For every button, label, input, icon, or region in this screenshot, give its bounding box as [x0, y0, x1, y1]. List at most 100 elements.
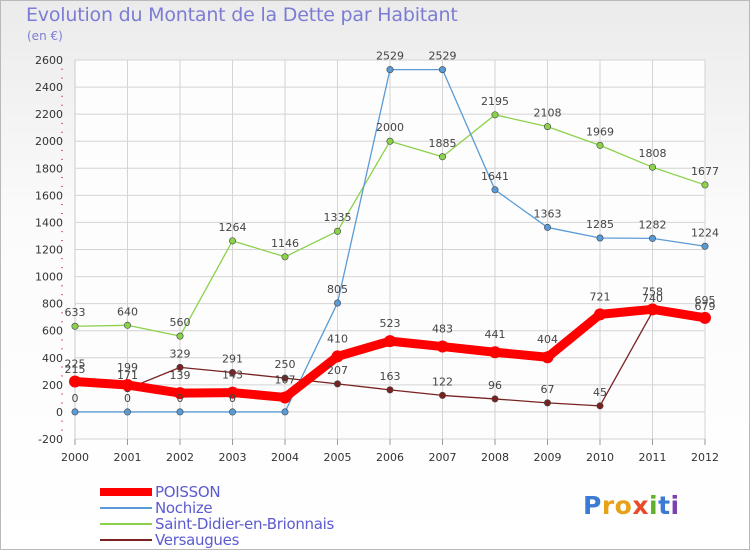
- data-label-versaugues: 291: [222, 353, 243, 366]
- data-label-poisson: 404: [537, 333, 558, 346]
- logo-letter: P: [583, 491, 602, 520]
- logo-letter: i: [649, 491, 659, 520]
- y-tick-label: 2400: [35, 81, 63, 94]
- data-point-nochize: [596, 234, 604, 242]
- logo-letter: i: [670, 491, 680, 520]
- data-label-versaugues: 329: [170, 347, 191, 360]
- data-point-poisson: [436, 340, 449, 353]
- data-point-versaugues: [386, 386, 394, 394]
- x-tick-label: 2009: [534, 451, 562, 464]
- x-tick-label: 2004: [271, 451, 299, 464]
- data-point-saint-didier-en-brionnais: [648, 163, 656, 171]
- data-label-versaugues: 215: [65, 363, 86, 376]
- data-point-nochize: [71, 408, 79, 416]
- x-tick-label: 2000: [61, 451, 89, 464]
- y-tick-label: 200: [42, 379, 63, 392]
- data-point-nochize: [229, 408, 237, 416]
- y-tick-label: 0: [56, 406, 63, 419]
- data-label-saint-didier-en-brionnais: 2195: [481, 95, 509, 108]
- data-point-poisson: [174, 387, 186, 400]
- proxiti-logo: Proxiti: [583, 491, 680, 520]
- y-tick-label: 1800: [35, 162, 63, 175]
- data-point-nochize: [543, 223, 551, 231]
- data-point-saint-didier-en-brionnais: [491, 111, 499, 119]
- data-point-nochize: [281, 408, 289, 416]
- data-point-saint-didier-en-brionnais: [71, 322, 79, 330]
- y-tick-label: 1000: [35, 271, 63, 284]
- data-label-saint-didier-en-brionnais: 1808: [639, 147, 667, 160]
- data-label-nochize: 805: [327, 283, 348, 296]
- y-tick-label: 2600: [35, 54, 63, 67]
- data-point-poisson: [331, 350, 344, 363]
- data-label-nochize: 0: [177, 392, 184, 405]
- legend-label-nochize: Nochize: [155, 499, 213, 517]
- data-point-poisson: [541, 351, 554, 364]
- logo-letter: o: [614, 491, 633, 520]
- logo-letter: t: [658, 491, 671, 520]
- data-label-saint-didier-en-brionnais: 1969: [586, 125, 614, 138]
- data-label-poisson: 523: [380, 317, 401, 330]
- data-point-versaugues: [281, 374, 289, 382]
- data-point-saint-didier-en-brionnais: [438, 153, 446, 161]
- legend-swatch-nochize: [100, 507, 152, 509]
- data-label-saint-didier-en-brionnais: 1264: [219, 221, 247, 234]
- y-tick-label: 1400: [35, 216, 63, 229]
- y-tick-label: 600: [42, 325, 63, 338]
- data-point-saint-didier-en-brionnais: [281, 253, 289, 261]
- data-point-versaugues: [438, 391, 446, 399]
- x-tick-label: 2001: [114, 451, 142, 464]
- y-tick-label: -200: [38, 433, 63, 446]
- y-tick-label: 1600: [35, 189, 63, 202]
- data-point-versaugues: [229, 369, 237, 377]
- legend-label-saint-didier: Saint-Didier-en-Brionnais: [155, 515, 335, 533]
- data-label-nochize: 1282: [639, 218, 667, 231]
- data-point-saint-didier-en-brionnais: [701, 181, 709, 189]
- x-tick-label: 2005: [324, 451, 352, 464]
- data-label-saint-didier-en-brionnais: 560: [170, 316, 191, 329]
- data-label-poisson: 721: [590, 290, 611, 303]
- data-label-versaugues: 207: [327, 364, 348, 377]
- data-point-poisson: [226, 386, 239, 399]
- data-point-saint-didier-en-brionnais: [596, 141, 604, 149]
- data-point-nochize: [386, 66, 394, 74]
- data-label-saint-didier-en-brionnais: 1885: [429, 137, 457, 150]
- data-label-versaugues: 171: [117, 369, 138, 382]
- data-label-saint-didier-en-brionnais: 2000: [376, 121, 404, 134]
- data-point-poisson: [384, 335, 396, 348]
- y-tick-label: 2000: [35, 135, 63, 148]
- data-label-nochize: 1363: [534, 207, 562, 220]
- logo-letter: r: [601, 491, 615, 520]
- data-label-versaugues: 250: [275, 358, 296, 371]
- x-tick-label: 2002: [166, 451, 194, 464]
- data-label-versaugues: 96: [488, 379, 502, 392]
- legend-swatch-poisson: [100, 488, 152, 496]
- data-point-versaugues: [491, 395, 499, 403]
- x-tick-label: 2007: [429, 451, 457, 464]
- data-point-saint-didier-en-brionnais: [176, 332, 184, 340]
- data-label-saint-didier-en-brionnais: 2108: [534, 107, 562, 120]
- legend-label-versaugues: Versaugues: [155, 531, 240, 549]
- data-point-nochize: [701, 242, 709, 250]
- data-label-saint-didier-en-brionnais: 1677: [691, 165, 719, 178]
- data-point-saint-didier-en-brionnais: [543, 123, 551, 131]
- data-label-nochize: 1641: [481, 170, 509, 183]
- data-point-nochize: [333, 299, 341, 307]
- data-label-versaugues: 67: [541, 383, 555, 396]
- series-layer: [69, 66, 711, 416]
- data-label-poisson: 139: [170, 369, 191, 382]
- data-point-poisson: [699, 311, 711, 324]
- y-tick-label: 2200: [35, 108, 63, 121]
- data-point-poisson: [594, 308, 606, 321]
- data-label-versaugues: 163: [380, 370, 401, 383]
- chart-title: Evolution du Montant de la Dette par Hab…: [26, 4, 458, 26]
- data-label-nochize: 2529: [376, 50, 404, 63]
- data-point-saint-didier-en-brionnais: [386, 137, 394, 145]
- data-label-poisson: 199: [117, 361, 138, 374]
- data-point-versaugues: [543, 399, 551, 407]
- data-label-nochize: 0: [124, 392, 131, 405]
- data-label-nochize: 1224: [691, 226, 719, 239]
- x-tick-label: 2011: [639, 451, 667, 464]
- x-tick-label: 2008: [481, 451, 509, 464]
- data-point-saint-didier-en-brionnais: [229, 237, 237, 245]
